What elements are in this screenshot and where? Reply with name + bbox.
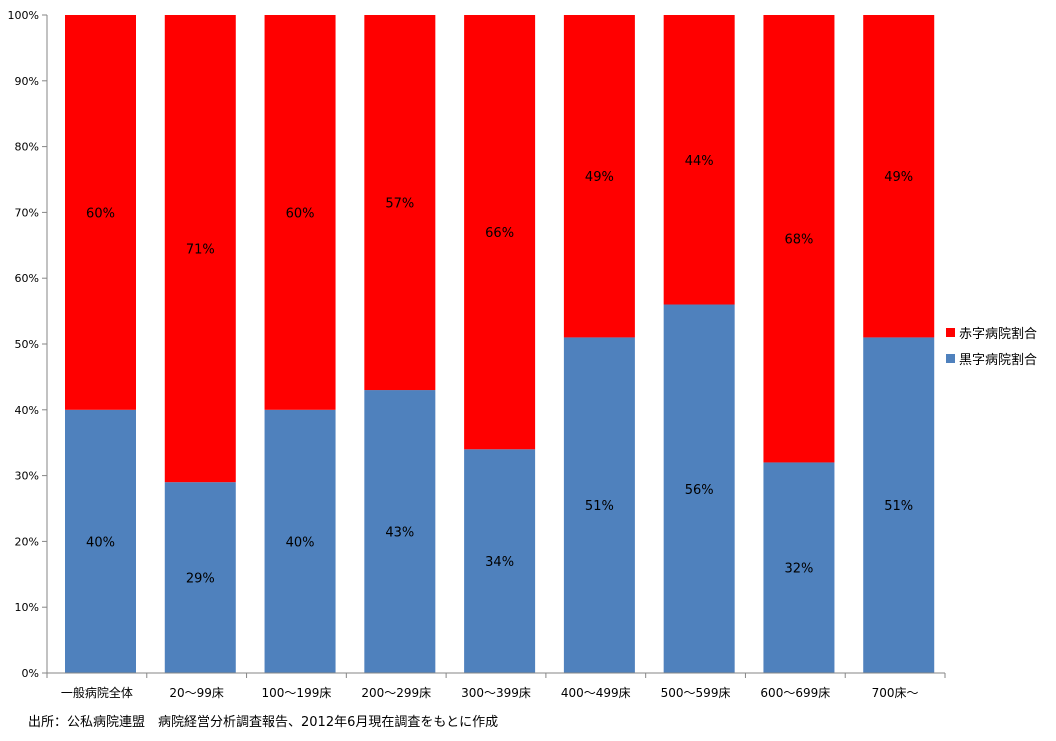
y-tick-label: 0% (22, 667, 39, 680)
data-label: 32% (784, 562, 813, 577)
y-tick-label: 70% (15, 206, 39, 219)
y-tick-label: 30% (15, 470, 39, 483)
data-label: 49% (884, 170, 913, 185)
bar-segment (563, 15, 635, 338)
data-label: 34% (485, 555, 514, 570)
y-tick-label: 80% (15, 141, 39, 154)
bar-segment (763, 15, 835, 463)
bar-segment (364, 15, 436, 391)
data-label: 40% (286, 535, 315, 550)
bar-segment (663, 15, 735, 305)
y-tick-label: 60% (15, 272, 39, 285)
x-tick-label: 200～299床 (361, 686, 431, 700)
data-label: 60% (286, 206, 315, 221)
x-tick-label: 400～499床 (561, 686, 631, 700)
x-tick-label: 一般病院全体 (61, 685, 133, 700)
data-label: 60% (86, 206, 115, 221)
bar-segment (264, 409, 336, 673)
data-label: 71% (186, 243, 215, 258)
bar-segment (863, 15, 935, 338)
bar-segment (364, 390, 436, 673)
data-label: 57% (385, 197, 414, 212)
data-label: 43% (385, 526, 414, 541)
bar-segment (763, 462, 835, 673)
bar-segment (464, 449, 536, 673)
x-tick-label: 20～99床 (169, 686, 224, 700)
data-label: 66% (485, 226, 514, 241)
bar-segment (65, 15, 136, 410)
legend-swatch (946, 354, 955, 363)
x-tick-label: 500～599床 (661, 686, 731, 700)
legend-label: 赤字病院割合 (959, 326, 1037, 342)
x-tick-label: 300～399床 (461, 686, 531, 700)
bar-segment (464, 15, 536, 450)
bar-segment (863, 337, 935, 673)
data-label: 40% (86, 535, 115, 550)
x-tick-label: 600～699床 (760, 686, 830, 700)
y-tick-label: 10% (15, 601, 39, 614)
data-label: 56% (685, 483, 714, 498)
data-label: 29% (186, 572, 215, 587)
bar-segment (663, 304, 735, 673)
bar-segment (164, 15, 236, 483)
bar-segment (264, 15, 336, 410)
x-tick-label: 700床～ (872, 686, 919, 700)
data-label: 44% (685, 154, 714, 169)
y-tick-label: 20% (15, 535, 39, 548)
data-label: 51% (585, 499, 614, 514)
x-tick-label: 100～199床 (262, 686, 332, 700)
y-tick-label: 90% (15, 75, 39, 88)
bar-segment (563, 337, 635, 673)
y-tick-label: 50% (15, 338, 39, 351)
data-label: 49% (585, 170, 614, 185)
source-note: 出所：公私病院連盟 病院経営分析調査報告、2012年6月現在調査をもとに作成 (28, 715, 499, 730)
data-label: 51% (884, 499, 913, 514)
legend-label: 黒字病院割合 (959, 352, 1037, 368)
data-label: 68% (784, 233, 813, 248)
bar-segment (65, 409, 136, 673)
bar-segment (164, 482, 236, 673)
y-tick-label: 100% (8, 9, 39, 22)
y-tick-label: 40% (15, 404, 39, 417)
legend-swatch (946, 328, 955, 337)
